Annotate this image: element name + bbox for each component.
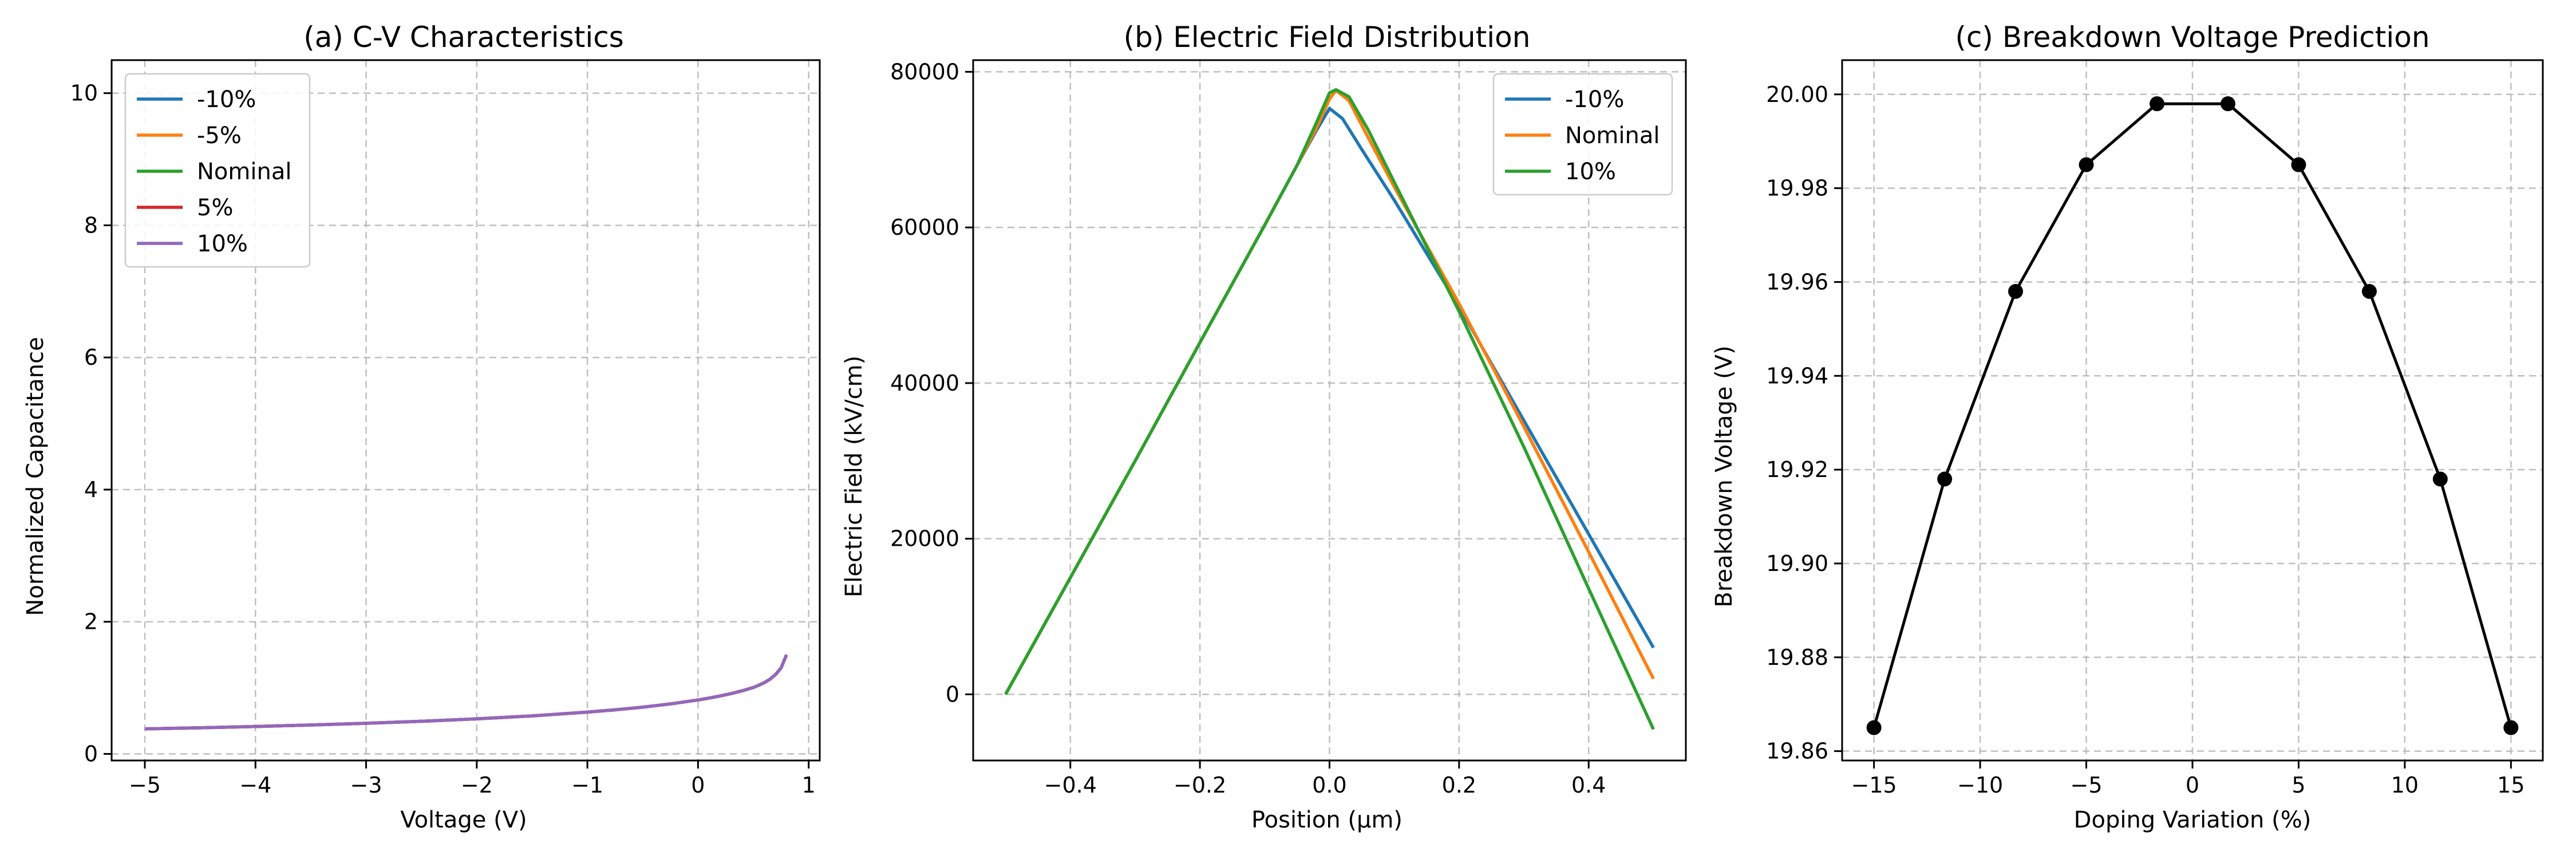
x-tick-label: −5 (2071, 773, 2103, 798)
x-tick-label: −1 (571, 773, 603, 798)
x-tick-label: 0 (691, 773, 705, 798)
data-point-marker (2220, 96, 2235, 112)
legend-label: Nominal (1565, 123, 1660, 149)
panel-c-y-axis-label: Breakdown Voltage (V) (1711, 345, 1737, 607)
data-point-marker (1937, 471, 1953, 487)
panel-c-x-axis-label: Doping Variation (%) (2074, 807, 2312, 833)
y-tick-label: 8 (84, 212, 98, 238)
panel-c-title: (c) Breakdown Voltage Prediction (1955, 21, 2429, 54)
data-point-marker (2503, 720, 2519, 735)
y-tick-label: 2 (84, 609, 98, 635)
panel-2-frame (1841, 59, 2544, 762)
x-tick-label: 1 (802, 773, 816, 798)
panel-1-legend: -10% Nominal 10% (1492, 73, 1673, 196)
series-line-10pct (144, 654, 788, 731)
panel-0-frame (110, 59, 821, 762)
x-tick-label: −2 (461, 773, 493, 798)
panel-b-title: (b) Electric Field Distribution (1124, 21, 1531, 54)
legend-label: 5% (197, 195, 233, 221)
x-tick-label: 15 (2497, 773, 2524, 798)
y-tick-label: 19.92 (1766, 457, 1828, 482)
x-tick-label: 0 (2186, 773, 2199, 798)
x-tick-label: −3 (350, 773, 382, 798)
y-tick-label: 0 (84, 741, 98, 766)
x-tick-label: 0.0 (1312, 773, 1346, 798)
x-tick-label: −10 (1957, 773, 2003, 798)
y-tick-label: 4 (84, 477, 98, 502)
x-tick-label: 5 (2291, 773, 2305, 798)
data-point-marker (2079, 157, 2094, 172)
panel-a-title: (a) C-V Characteristics (303, 21, 624, 54)
series-line--10pct (1004, 107, 1655, 695)
panel-1-frame (972, 59, 1687, 762)
data-point-marker (2432, 471, 2448, 487)
x-tick-label: 10 (2391, 773, 2419, 798)
series-line-breakdown (1872, 102, 2512, 728)
panel-a-y-axis-label: Normalized Capacitance (22, 337, 49, 616)
x-tick-label: 0.4 (1571, 773, 1606, 798)
panel-b-x-axis-label: Position (μm) (1251, 807, 1402, 833)
y-tick-label: 19.94 (1766, 363, 1828, 388)
panel-2-grid (1842, 60, 2543, 761)
y-tick-label: 20.00 (1766, 82, 1828, 107)
x-tick-label: −15 (1851, 773, 1897, 798)
y-tick-label: 6 (84, 345, 98, 370)
x-tick-label: −5 (129, 773, 161, 798)
x-tick-label: −0.4 (1044, 773, 1097, 798)
y-tick-label: 80000 (890, 59, 959, 84)
legend-label: -10% (1565, 86, 1624, 113)
y-tick-label: 60000 (890, 215, 959, 240)
series-line-10pct (1004, 88, 1655, 730)
data-point-marker (2291, 157, 2306, 172)
legend-label: -5% (197, 123, 242, 149)
y-tick-label: 40000 (890, 371, 959, 396)
panel-breakdown-voltage: (c) Breakdown Voltage Prediction Doping … (1711, 21, 2544, 833)
y-tick-label: 19.86 (1766, 739, 1828, 764)
panel-cv-characteristics: (a) C-V Characteristics Voltage (V) Norm… (22, 21, 821, 833)
panel-electric-field: (b) Electric Field Distribution Position… (841, 21, 1687, 833)
legend-label: 10% (197, 231, 248, 257)
x-tick-label: −4 (239, 773, 271, 798)
y-tick-label: 19.98 (1766, 176, 1828, 201)
legend-label: -10% (197, 86, 256, 113)
data-point-marker (1866, 720, 1882, 735)
y-tick-label: 0 (946, 681, 959, 707)
panel-b-y-axis-label: Electric Field (kV/cm) (841, 356, 867, 597)
data-point-marker (2008, 283, 2024, 299)
data-point-marker (2150, 96, 2165, 112)
x-tick-label: −0.2 (1174, 773, 1226, 798)
y-tick-label: 20000 (890, 526, 959, 551)
y-tick-label: 19.90 (1766, 551, 1828, 576)
panel-0-legend: -10% -5% Nominal 5% 10% (124, 73, 311, 268)
legend-box (1492, 73, 1673, 196)
legend-box (124, 73, 311, 268)
y-tick-label: 10 (70, 81, 98, 106)
x-tick-label: 0.2 (1442, 773, 1476, 798)
y-tick-label: 19.88 (1766, 645, 1828, 670)
data-point-marker (2361, 283, 2377, 299)
panel-0-grid (112, 60, 820, 761)
panel-a-x-axis-label: Voltage (V) (400, 807, 527, 833)
legend-label: Nominal (197, 159, 291, 185)
legend-label: 10% (1565, 159, 1616, 185)
y-tick-label: 19.96 (1766, 269, 1828, 294)
